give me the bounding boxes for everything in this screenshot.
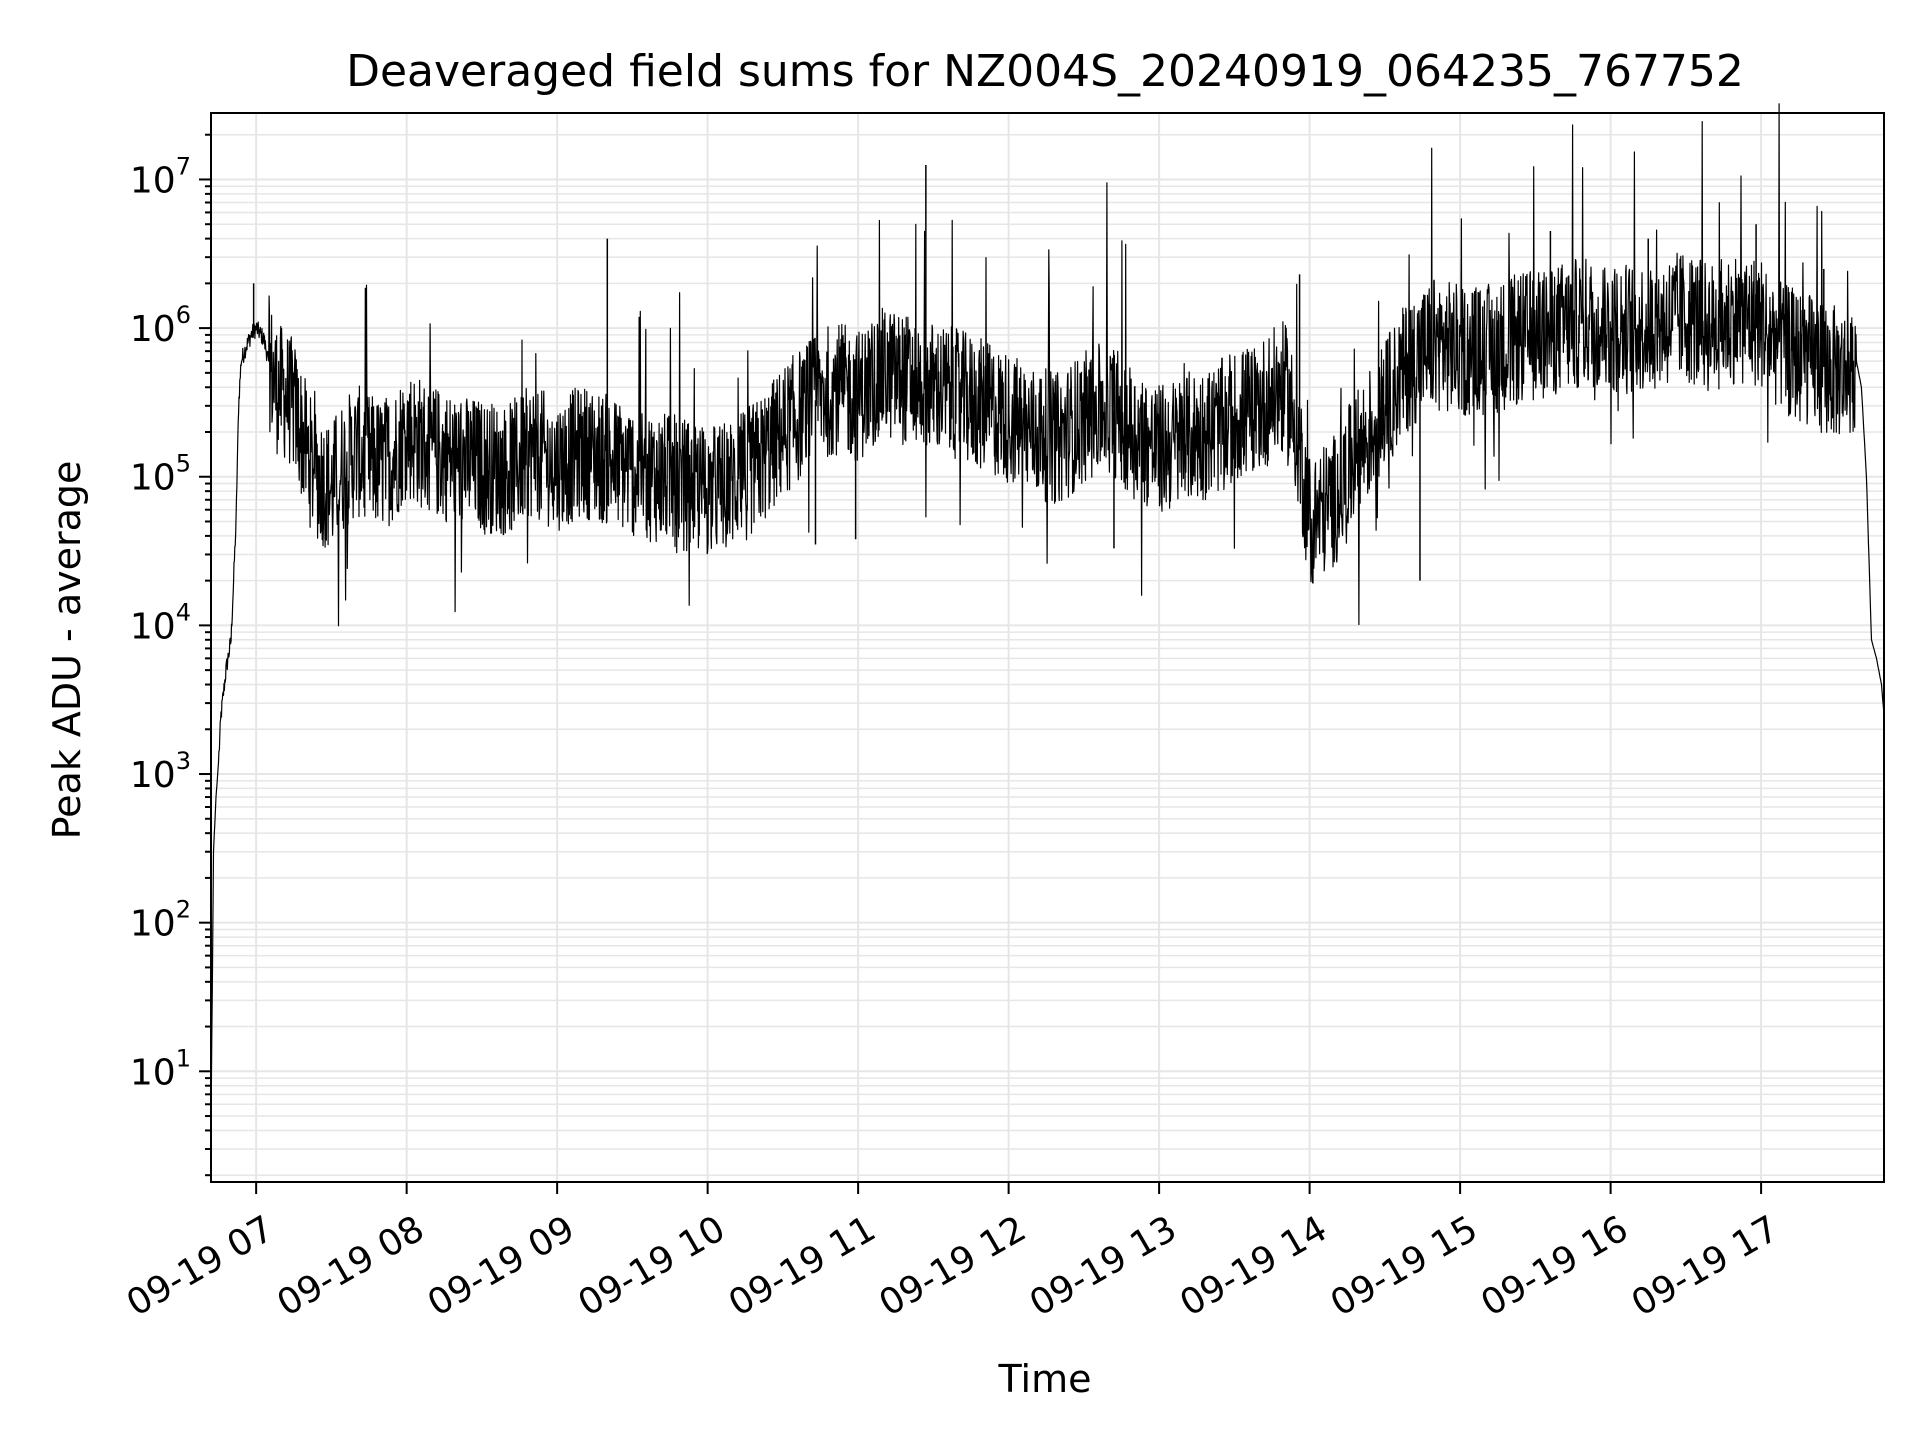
y-tick-label: 102 — [130, 896, 191, 945]
x-axis-label: Time — [998, 1357, 1092, 1401]
y-tick-label: 107 — [130, 152, 191, 201]
y-tick-label: 106 — [130, 301, 191, 350]
y-tick-label: 105 — [130, 450, 191, 499]
chart-title: Deaveraged field sums for NZ004S_2024091… — [346, 46, 1744, 97]
series-layer — [210, 103, 1885, 1131]
grid-layer — [211, 113, 1884, 1182]
y-tick-label: 101 — [130, 1044, 191, 1093]
y-tick-label: 103 — [130, 747, 191, 796]
y-tick-label: 104 — [130, 598, 191, 647]
y-axis-label: Peak ADU - average — [45, 461, 89, 840]
series-line — [210, 103, 1885, 1131]
